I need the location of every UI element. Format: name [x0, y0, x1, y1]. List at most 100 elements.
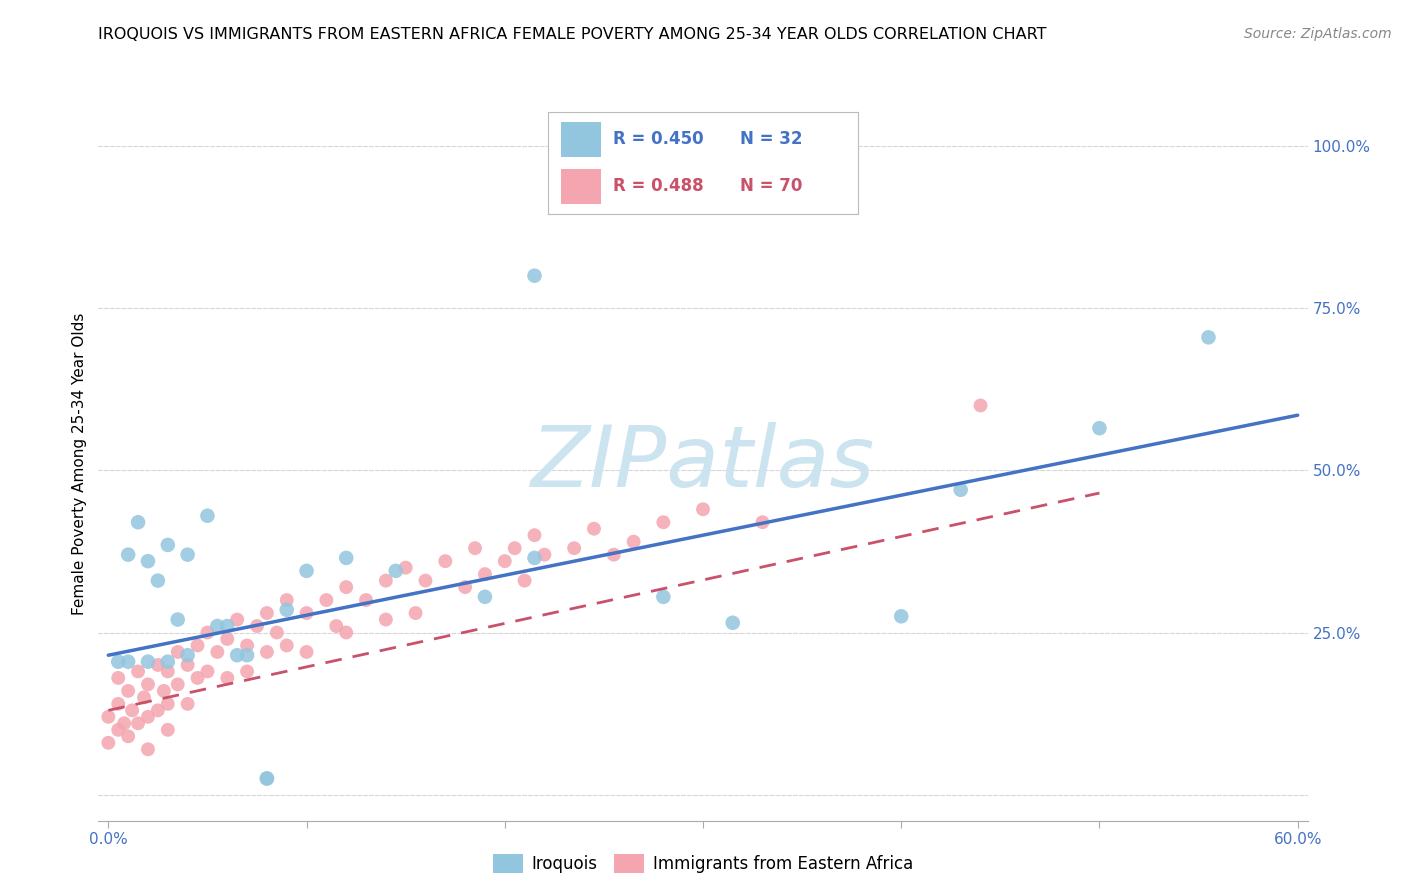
Point: [236, 665, 259, 679]
Point: [176, 648, 198, 663]
Point: [136, 710, 159, 724]
Point: [186, 639, 208, 653]
Point: [146, 574, 169, 588]
Point: [117, 684, 139, 698]
Point: [146, 657, 169, 672]
Text: IROQUOIS VS IMMIGRANTS FROM EASTERN AFRICA FEMALE POVERTY AMONG 25-34 YEAR OLDS : IROQUOIS VS IMMIGRANTS FROM EASTERN AFRI…: [98, 27, 1047, 42]
Point: [226, 613, 249, 627]
Point: [236, 639, 259, 653]
Point: [136, 554, 159, 568]
Point: [117, 655, 139, 669]
Point: [325, 619, 347, 633]
Point: [136, 655, 159, 669]
Point: [523, 268, 546, 283]
Point: [236, 648, 259, 663]
Point: [136, 677, 159, 691]
Text: ZIPatlas: ZIPatlas: [531, 422, 875, 506]
Point: [464, 541, 486, 556]
Point: [146, 703, 169, 717]
Point: [513, 574, 536, 588]
Point: [335, 625, 357, 640]
Point: [454, 580, 477, 594]
Point: [374, 613, 396, 627]
Point: [207, 645, 229, 659]
Point: [474, 590, 496, 604]
Point: [217, 671, 239, 685]
Point: [582, 522, 605, 536]
Point: [153, 684, 176, 698]
Point: [136, 742, 159, 756]
Point: [266, 625, 288, 640]
Point: [166, 613, 188, 627]
Point: [969, 399, 991, 413]
Point: [156, 665, 179, 679]
Y-axis label: Female Poverty Among 25-34 Year Olds: Female Poverty Among 25-34 Year Olds: [72, 313, 87, 615]
Point: [256, 772, 278, 786]
Point: [156, 538, 179, 552]
Point: [207, 619, 229, 633]
Point: [127, 665, 149, 679]
Point: [112, 716, 135, 731]
Point: [276, 639, 298, 653]
Point: [197, 508, 219, 523]
Point: [562, 541, 585, 556]
Point: [156, 723, 179, 737]
Point: [523, 550, 546, 565]
Point: [176, 697, 198, 711]
Point: [949, 483, 972, 497]
Point: [751, 515, 773, 529]
Point: [107, 697, 129, 711]
Point: [186, 671, 208, 685]
Point: [692, 502, 714, 516]
Point: [97, 710, 120, 724]
Point: [107, 671, 129, 685]
Point: [256, 645, 278, 659]
Point: [374, 574, 396, 588]
Point: [494, 554, 516, 568]
Point: [166, 677, 188, 691]
Point: [295, 606, 318, 620]
Point: [132, 690, 155, 705]
Point: [217, 619, 239, 633]
Bar: [561, 122, 600, 157]
Point: [97, 736, 120, 750]
Point: [335, 580, 357, 594]
Point: [217, 632, 239, 646]
Point: [276, 593, 298, 607]
Point: [415, 574, 437, 588]
Point: [405, 606, 427, 620]
Point: [176, 657, 198, 672]
Point: [523, 528, 546, 542]
Point: [117, 548, 139, 562]
Point: [127, 716, 149, 731]
Text: N = 70: N = 70: [740, 178, 803, 195]
Point: [295, 564, 318, 578]
Point: [1088, 421, 1111, 435]
Point: [315, 593, 337, 607]
Text: R = 0.488: R = 0.488: [613, 178, 704, 195]
Point: [533, 548, 555, 562]
Point: [156, 655, 179, 669]
Bar: [561, 169, 600, 204]
Point: [127, 515, 149, 529]
Point: [652, 590, 675, 604]
Point: [107, 723, 129, 737]
Point: [256, 606, 278, 620]
Point: [890, 609, 912, 624]
Point: [354, 593, 377, 607]
Point: [395, 560, 418, 574]
Point: [166, 645, 188, 659]
Point: [335, 550, 357, 565]
Point: [295, 645, 318, 659]
Point: [603, 548, 626, 562]
Point: [107, 655, 129, 669]
Text: N = 32: N = 32: [740, 130, 803, 148]
Point: [256, 772, 278, 786]
Point: [226, 648, 249, 663]
Text: Source: ZipAtlas.com: Source: ZipAtlas.com: [1244, 27, 1392, 41]
Point: [197, 665, 219, 679]
Point: [503, 541, 526, 556]
Point: [1198, 330, 1220, 344]
Text: R = 0.450: R = 0.450: [613, 130, 704, 148]
Point: [721, 615, 744, 630]
